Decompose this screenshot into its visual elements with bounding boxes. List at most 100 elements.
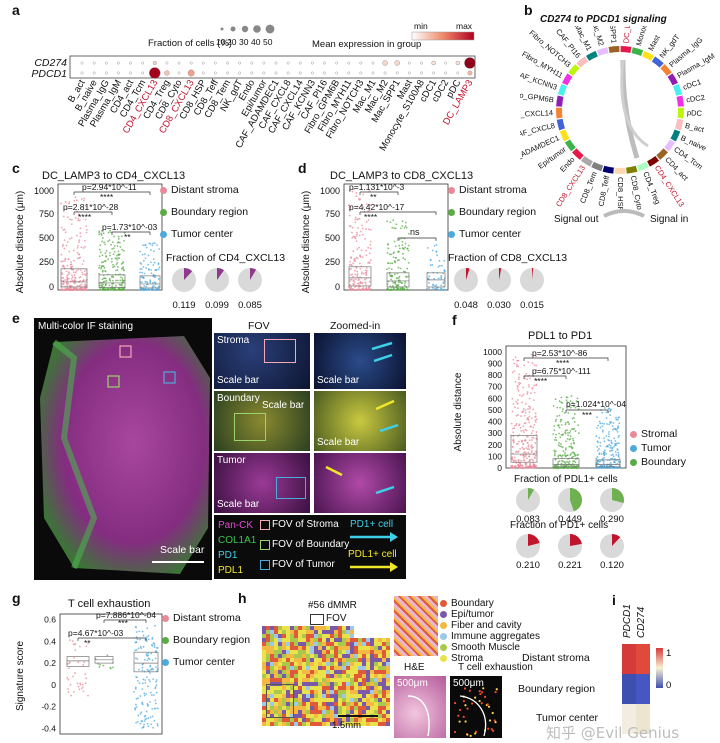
- data-point: [596, 416, 598, 419]
- data-point: [513, 459, 516, 462]
- data-point: [610, 454, 613, 457]
- data-point: [573, 405, 575, 408]
- spatial-spot: [302, 654, 306, 658]
- data-point: [519, 382, 522, 385]
- data-point: [608, 439, 611, 442]
- chord-label: cDC2: [686, 93, 706, 105]
- spatial-spot: [306, 626, 310, 630]
- data-point: [397, 277, 400, 279]
- spatial-spot: [278, 634, 282, 638]
- spatial-spot: [270, 630, 274, 634]
- data-point: [567, 412, 570, 414]
- spatial-spot: [386, 670, 390, 674]
- data-point: [116, 279, 119, 282]
- panel-g-yticks: -0.4-0.200.20.40.6: [41, 614, 56, 733]
- data-point: [120, 267, 123, 270]
- data-point: [426, 246, 429, 249]
- data-point: [112, 263, 114, 266]
- spatial-spot: [326, 634, 330, 638]
- dot-cd274-CD8_CXCL13: [189, 61, 193, 65]
- spatial-spot: [342, 662, 346, 666]
- data-point: [137, 647, 140, 650]
- data-point: [524, 464, 527, 466]
- data-point: [150, 652, 153, 655]
- spatial-spot: [306, 718, 310, 722]
- spatial-spot: [322, 678, 326, 682]
- data-point: [98, 266, 100, 269]
- data-point: [87, 694, 89, 697]
- spatial-spot: [294, 662, 298, 666]
- spatial-spot: [298, 706, 302, 710]
- data-point: [79, 276, 82, 278]
- data-point: [101, 270, 104, 273]
- data-point: [519, 447, 521, 450]
- data-point: [71, 274, 73, 277]
- data-point: [563, 411, 566, 414]
- spatial-spot: [286, 666, 290, 670]
- data-point: [354, 286, 356, 288]
- spatial-spot: [286, 630, 290, 634]
- panel-i-row-distant: Distant stroma: [522, 652, 590, 664]
- spatial-spot: [330, 694, 334, 698]
- spatial-spot: [306, 650, 310, 654]
- spatial-spot: [334, 698, 338, 702]
- data-point: [64, 279, 66, 281]
- data-point: [402, 257, 405, 260]
- panel-label-i: i: [612, 592, 616, 608]
- spatial-spot: [298, 718, 302, 722]
- spatial-spot: [350, 638, 354, 642]
- spatial-spot: [274, 626, 278, 630]
- data-point: [392, 256, 395, 259]
- cell-boundary-pdcd1: [622, 674, 636, 704]
- spatial-spot: [282, 654, 286, 658]
- data-point: [559, 406, 561, 409]
- data-point: [153, 646, 156, 649]
- spatial-spot: [270, 666, 274, 670]
- tissue-section: [40, 336, 210, 574]
- panel-g-legend-distant: Distant stroma: [162, 612, 241, 624]
- data-point: [530, 458, 533, 461]
- spatial-spot: [386, 718, 390, 722]
- data-point: [350, 288, 353, 291]
- data-point: [435, 243, 438, 246]
- data-point: [143, 289, 146, 291]
- data-point: [611, 425, 614, 428]
- spatial-spot: [326, 682, 330, 686]
- data-point: [147, 654, 149, 657]
- data-point: [141, 663, 144, 666]
- data-point: [149, 701, 151, 703]
- zoom-stroma: Scale bar: [314, 333, 406, 389]
- spatial-spot: [382, 710, 386, 714]
- spatial-spot: [330, 650, 334, 654]
- spatial-spot: [322, 642, 326, 646]
- data-point: [526, 418, 529, 421]
- data-point: [157, 263, 160, 266]
- spatial-spot: [354, 682, 358, 686]
- data-point: [75, 199, 78, 202]
- spatial-spot: [262, 654, 266, 658]
- data-point: [60, 202, 62, 205]
- spatial-spot: [278, 698, 282, 702]
- data-point: [102, 237, 104, 239]
- data-point: [66, 677, 69, 679]
- data-point: [101, 265, 103, 267]
- spatial-spot: [302, 698, 306, 702]
- spatial-spot: [370, 662, 374, 666]
- spatial-spot: [366, 678, 370, 682]
- data-point: [612, 428, 614, 431]
- data-point: [147, 634, 150, 637]
- dot-pdcd1-CD4_CXCL13: [149, 67, 161, 79]
- data-point: [62, 283, 65, 286]
- data-point: [146, 659, 149, 662]
- data-point: [368, 190, 371, 193]
- data-point: [614, 451, 617, 453]
- spatial-spot: [346, 638, 350, 642]
- data-point: [556, 415, 559, 418]
- exhaustion-spot: [494, 721, 497, 724]
- data-point: [84, 287, 87, 290]
- data-point: [369, 240, 372, 243]
- data-point: [514, 380, 517, 383]
- exhaustion-spot: [464, 720, 467, 723]
- spatial-spot: [310, 710, 314, 714]
- data-point: [518, 465, 521, 467]
